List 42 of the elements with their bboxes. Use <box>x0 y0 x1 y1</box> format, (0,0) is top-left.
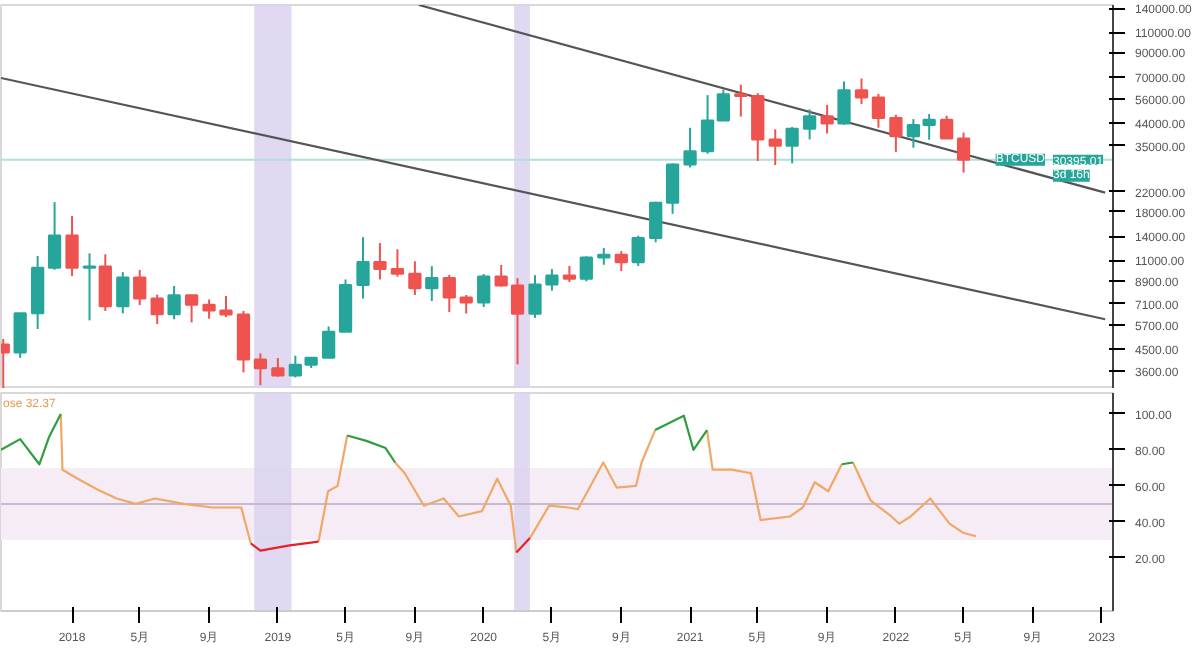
candlestick <box>837 80 851 126</box>
candlestick <box>889 113 903 153</box>
candlestick <box>579 255 593 283</box>
candlestick <box>373 242 387 281</box>
candlestick <box>356 236 370 300</box>
candlestick <box>271 357 285 378</box>
candlestick <box>459 294 473 315</box>
candlestick <box>338 278 353 334</box>
candlestick <box>614 250 628 272</box>
candlestick <box>425 265 439 302</box>
candlestick <box>31 254 45 330</box>
candlestick <box>408 260 422 297</box>
candlestick <box>820 103 834 135</box>
candlestick <box>321 325 336 360</box>
candlestick <box>871 92 886 129</box>
candlestick <box>184 293 199 324</box>
candlestick <box>82 252 97 322</box>
candlestick <box>47 201 62 271</box>
candlestick <box>940 114 954 140</box>
candlestick <box>253 352 268 387</box>
candlestick <box>956 131 971 174</box>
candlestick <box>683 126 697 169</box>
candlestick <box>802 108 817 141</box>
candlestick <box>477 273 491 308</box>
candlestick <box>768 128 782 167</box>
candlestick <box>665 162 680 215</box>
candlestick <box>236 309 251 374</box>
candlestick <box>98 253 112 312</box>
candlestick <box>649 200 663 244</box>
candlestick <box>116 271 130 315</box>
candlestick <box>13 311 27 359</box>
candlestick <box>390 248 405 278</box>
candlestick <box>167 284 181 321</box>
candlestick <box>734 83 748 118</box>
candlestick <box>751 92 765 162</box>
candlestick <box>854 77 869 106</box>
candlestick <box>631 234 645 267</box>
candlestick <box>65 215 79 277</box>
candlestick <box>133 268 147 307</box>
candlestick <box>442 273 456 313</box>
candlestick <box>785 125 799 165</box>
candlestick <box>150 293 164 326</box>
